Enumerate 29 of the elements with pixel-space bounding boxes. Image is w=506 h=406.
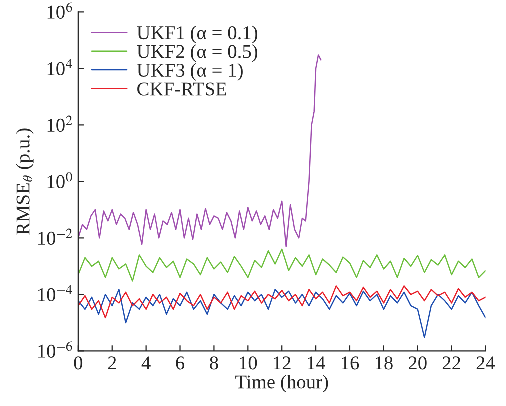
x-tick-label: 12 (274, 356, 291, 370)
x-tick-label: 14 (308, 356, 326, 370)
x-tick-label: 6 (176, 356, 185, 370)
x-tick-label: 18 (376, 356, 393, 370)
y-tick-label: 10$^{2}$ (48, 116, 72, 132)
x-tick-label: 0 (74, 356, 83, 370)
y-tick-label: 10$^{−4}$ (38, 285, 72, 302)
line-series (78, 289, 486, 338)
y-tick-label: 10$^{6}$ (48, 2, 72, 19)
x-tick-label: 24 (476, 356, 496, 370)
x-tick-label: 8 (210, 356, 218, 370)
legend-label: UKF1 (α = 0.1) (137, 26, 258, 44)
y-tick-label: 10$^{−6}$ (38, 342, 72, 358)
x-tick-label: 4 (142, 356, 151, 370)
x-axis-title: Time (hour) (236, 375, 328, 393)
line-series (78, 248, 486, 282)
line-series (78, 286, 486, 319)
y-tick-label: 10$^{0}$ (48, 172, 72, 189)
y-tick-label: 10$^{4}$ (48, 59, 72, 76)
legend-label: UKF2 (α = 0.5) (137, 44, 258, 62)
legend-label: CKF-RTSE (138, 82, 226, 96)
x-tick-label: 22 (442, 356, 460, 370)
y-tick-label: 10$^{−2}$ (38, 228, 72, 246)
x-tick-label: 2 (108, 356, 116, 370)
y-axis-title: RMSE$_{θ}$ (p.u.) (16, 128, 34, 235)
x-tick-label: 20 (409, 356, 427, 370)
x-tick-label: 16 (342, 356, 360, 370)
legend-label: UKF3 (α = 1) (137, 63, 243, 81)
x-tick-label: 10 (240, 356, 258, 370)
